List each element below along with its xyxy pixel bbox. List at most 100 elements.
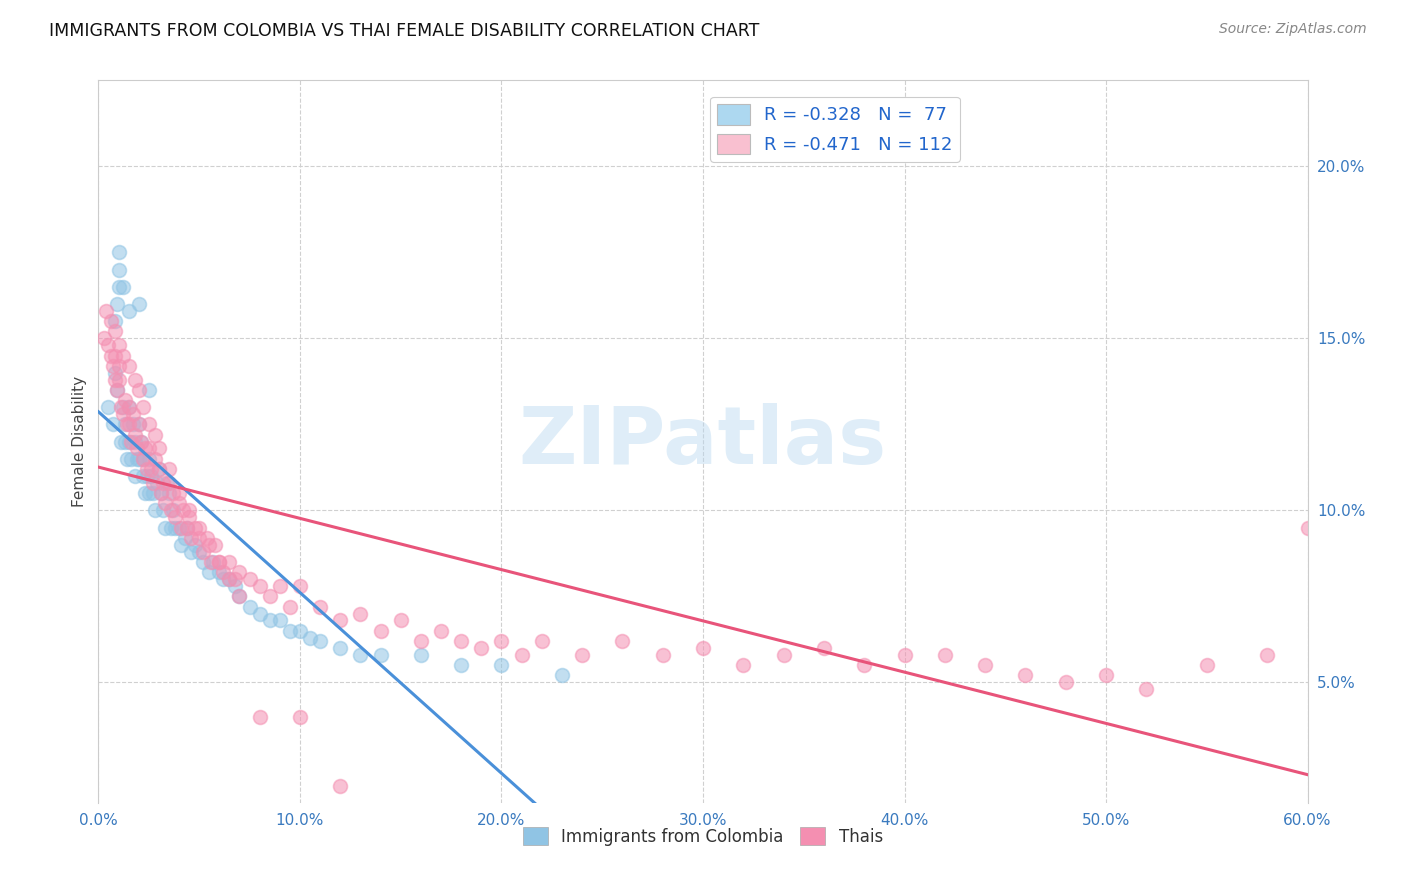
Point [100, 314, 122, 328]
Point [853, 658, 876, 673]
Point [288, 579, 311, 593]
Point [143, 503, 166, 517]
Point [125, 451, 148, 466]
Point [107, 279, 129, 293]
Point [239, 599, 262, 614]
Point [450, 658, 472, 673]
Point [278, 624, 301, 638]
Point [143, 427, 166, 442]
Point [172, 503, 194, 517]
Point [228, 590, 250, 604]
Point [288, 710, 311, 724]
Point [450, 634, 472, 648]
Point [128, 451, 150, 466]
Point [188, 531, 211, 545]
Point [249, 579, 271, 593]
Point [111, 407, 134, 421]
Point [299, 631, 322, 645]
Point [124, 373, 146, 387]
Point [202, 555, 225, 569]
Point [167, 496, 190, 510]
Point [114, 434, 136, 449]
Point [733, 658, 755, 673]
Point [269, 579, 291, 593]
Point [571, 648, 593, 662]
Point [138, 442, 160, 456]
Point [224, 572, 246, 586]
Point [309, 634, 332, 648]
Point [139, 469, 162, 483]
Point [208, 566, 231, 580]
Point [157, 462, 180, 476]
Point [239, 572, 262, 586]
Point [97, 338, 120, 352]
Text: Source: ZipAtlas.com: Source: ZipAtlas.com [1219, 22, 1367, 37]
Point [1014, 668, 1036, 682]
Point [107, 373, 129, 387]
Point [370, 648, 392, 662]
Point [179, 503, 201, 517]
Point [121, 417, 143, 432]
Point [389, 614, 412, 628]
Point [103, 373, 125, 387]
Point [974, 658, 997, 673]
Point [107, 245, 129, 260]
Point [143, 451, 166, 466]
Point [188, 520, 211, 534]
Point [153, 496, 176, 510]
Point [174, 531, 197, 545]
Point [349, 607, 371, 621]
Point [128, 417, 150, 432]
Point [152, 475, 174, 490]
Text: ZIPatlas: ZIPatlas [519, 402, 887, 481]
Point [93, 331, 115, 345]
Point [813, 640, 835, 655]
Point [105, 297, 128, 311]
Point [111, 279, 134, 293]
Point [101, 359, 124, 373]
Point [118, 400, 141, 414]
Point [101, 417, 124, 432]
Point [118, 434, 141, 449]
Point [1095, 668, 1118, 682]
Point [218, 572, 240, 586]
Point [692, 640, 714, 655]
Point [132, 400, 155, 414]
Point [124, 434, 146, 449]
Point [1135, 682, 1157, 697]
Point [167, 520, 190, 534]
Point [409, 634, 432, 648]
Point [163, 510, 186, 524]
Point [138, 383, 160, 397]
Point [115, 451, 138, 466]
Point [193, 544, 215, 558]
Point [176, 520, 198, 534]
Point [125, 442, 148, 456]
Point [156, 475, 179, 490]
Point [114, 393, 136, 408]
Point [288, 624, 311, 638]
Point [118, 400, 141, 414]
Point [1054, 675, 1077, 690]
Point [142, 475, 165, 490]
Point [157, 486, 180, 500]
Point [204, 538, 226, 552]
Point [208, 555, 231, 569]
Point [218, 555, 240, 569]
Point [470, 640, 492, 655]
Point [329, 779, 352, 793]
Point [193, 555, 215, 569]
Point [118, 417, 141, 432]
Point [893, 648, 915, 662]
Point [157, 475, 180, 490]
Point [100, 349, 122, 363]
Point [651, 648, 673, 662]
Point [612, 634, 634, 648]
Point [124, 427, 146, 442]
Point [409, 648, 432, 662]
Point [110, 434, 132, 449]
Point [105, 383, 128, 397]
Point [491, 634, 513, 648]
Point [188, 544, 211, 558]
Point [162, 503, 184, 517]
